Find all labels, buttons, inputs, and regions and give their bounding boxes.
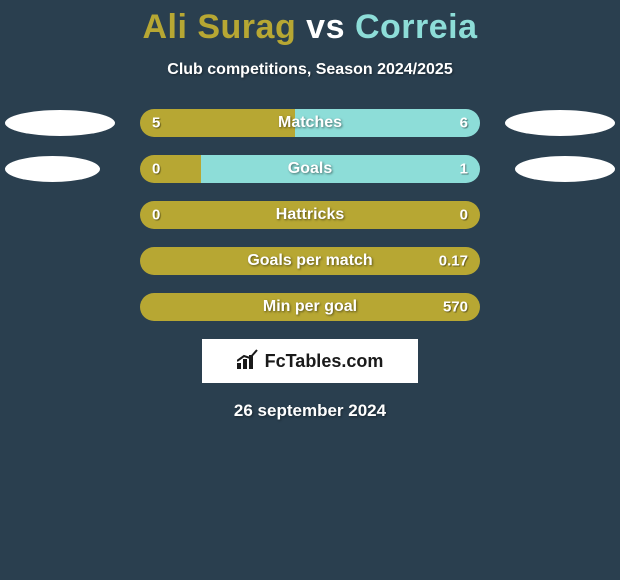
bar-segment-right <box>201 155 480 183</box>
stat-label: Goals <box>288 160 332 178</box>
brand-box[interactable]: FcTables.com <box>202 339 418 383</box>
date-text: 26 september 2024 <box>0 401 620 421</box>
value-right: 570 <box>443 299 468 316</box>
value-right: 6 <box>460 115 468 132</box>
stat-rows: 5 6 Matches 0 1 Goals 0 0 Hattricks 0.17 Goals per… <box>0 109 620 321</box>
brand-text: FcTables.com <box>265 351 384 372</box>
stat-label: Matches <box>278 114 342 132</box>
subtitle: Club competitions, Season 2024/2025 <box>0 61 620 79</box>
flank-left <box>5 156 100 182</box>
value-left: 0 <box>152 207 160 224</box>
stat-row: 0 0 Hattricks <box>0 201 620 229</box>
bar-segment-left <box>140 155 201 183</box>
stat-bar: 0.17 Goals per match <box>140 247 480 275</box>
stat-row: 0 1 Goals <box>0 155 620 183</box>
stat-bar: 0 0 Hattricks <box>140 201 480 229</box>
value-right: 0 <box>460 207 468 224</box>
widget-container: Ali Surag vs Correia Club competitions, … <box>0 0 620 421</box>
stat-label: Hattricks <box>276 206 344 224</box>
stat-bar: 5 6 Matches <box>140 109 480 137</box>
comparison-title: Ali Surag vs Correia <box>0 8 620 47</box>
stat-row: 5 6 Matches <box>0 109 620 137</box>
stat-bar: 0 1 Goals <box>140 155 480 183</box>
vs-text: vs <box>306 8 345 46</box>
stat-bar: 570 Min per goal <box>140 293 480 321</box>
player2-name: Correia <box>355 8 478 46</box>
stat-label: Goals per match <box>247 252 372 270</box>
bar-chart-icon <box>237 349 259 374</box>
value-left: 0 <box>152 161 160 178</box>
stat-row: 0.17 Goals per match <box>0 247 620 275</box>
value-left: 5 <box>152 115 160 132</box>
stat-row: 570 Min per goal <box>0 293 620 321</box>
flank-right <box>515 156 615 182</box>
value-right: 1 <box>460 161 468 178</box>
flank-left <box>5 110 115 136</box>
stat-label: Min per goal <box>263 298 357 316</box>
value-right: 0.17 <box>439 253 468 270</box>
bar-segment-left <box>140 109 295 137</box>
player1-name: Ali Surag <box>142 8 296 46</box>
flank-right <box>505 110 615 136</box>
